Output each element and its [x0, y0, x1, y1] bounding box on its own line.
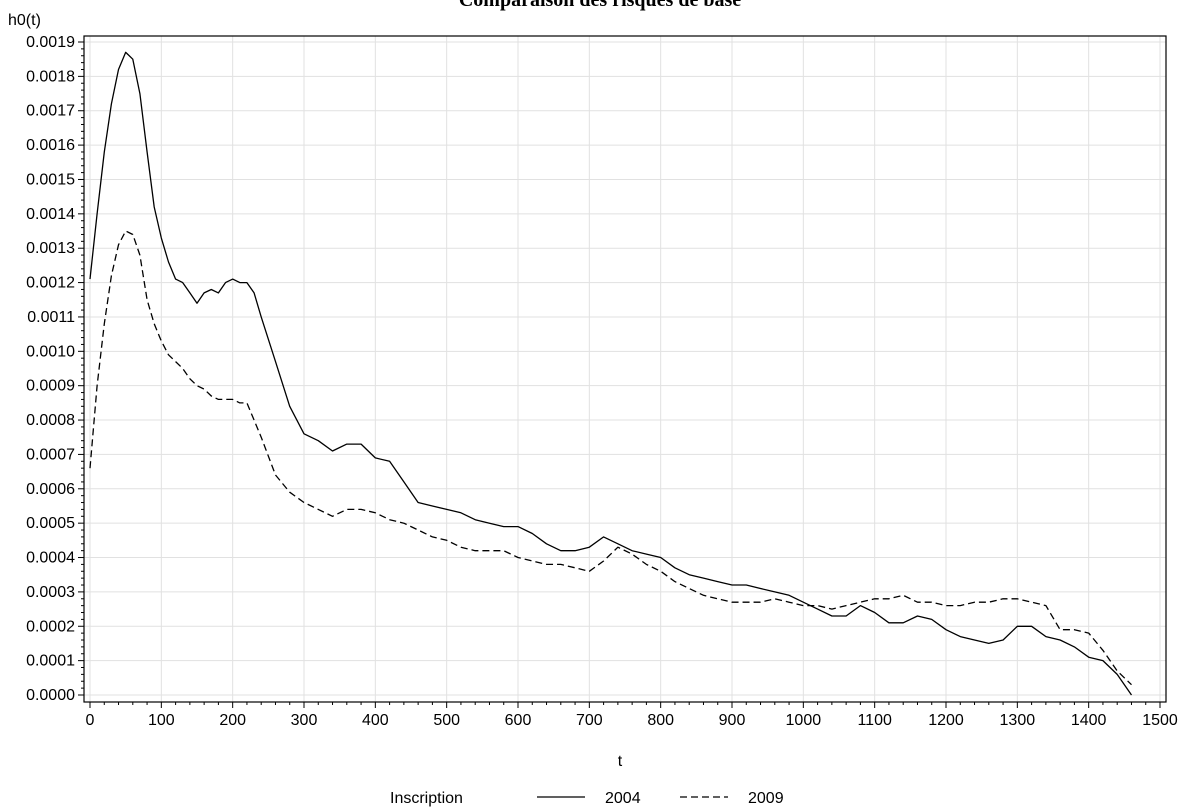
x-tick-label: 1200 [928, 712, 964, 729]
y-tick-label: 0.0004 [26, 550, 75, 567]
y-tick-label: 0.0016 [26, 137, 75, 154]
y-tick-label: 0.0013 [26, 240, 75, 257]
legend-label-2009: 2009 [748, 790, 784, 807]
x-axis-label: t [618, 753, 623, 770]
axis-ticks [78, 41, 1161, 708]
y-tick-label: 0.0008 [26, 412, 75, 429]
y-tick-label: 0.0002 [26, 618, 75, 635]
series-layer [89, 51, 1133, 696]
x-tick-label: 0 [86, 712, 95, 729]
x-tick-label: 700 [576, 712, 603, 729]
chart-title: Comparaison des risques de base [459, 0, 741, 11]
legend: Inscription 2004 2009 [390, 790, 784, 807]
y-tick-label: 0.0003 [26, 584, 75, 601]
axis-tick-labels: 0.0000 0.0001 0.0002 0.0003 0.0004 0.0005 0.00… [26, 34, 1178, 729]
y-tick-label: 0.0009 [26, 378, 75, 395]
x-tick-label: 200 [219, 712, 246, 729]
plot-frame [83, 35, 1167, 703]
x-tick-label: 1100 [857, 712, 892, 729]
x-tick-label: 1300 [1000, 712, 1036, 729]
x-tick-label: 800 [647, 712, 674, 729]
series-line-2009 [89, 230, 1132, 686]
x-tick-label: 400 [362, 712, 389, 729]
y-tick-label: 0.0019 [26, 34, 75, 51]
y-tick-label: 0.0017 [26, 103, 75, 120]
series-line-2004 [89, 51, 1133, 696]
x-tick-label: 500 [433, 712, 460, 729]
y-tick-label: 0.0015 [26, 171, 75, 188]
y-axis-label: h0(t) [8, 12, 41, 29]
y-tick-label: 0.0012 [26, 275, 75, 292]
x-tick-label: 1500 [1142, 712, 1178, 729]
y-tick-label: 0.0001 [26, 653, 75, 670]
gridlines [84, 36, 1166, 702]
x-tick-label: 900 [719, 712, 746, 729]
legend-label-2004: 2004 [605, 790, 641, 807]
y-tick-label: 0.0007 [26, 446, 75, 463]
x-tick-label: 100 [148, 712, 175, 729]
x-tick-label: 1400 [1071, 712, 1107, 729]
y-tick-label: 0.0011 [27, 309, 75, 326]
y-tick-label: 0.0000 [26, 687, 75, 704]
y-tick-label: 0.0018 [26, 68, 75, 85]
legend-title: Inscription [390, 790, 463, 807]
x-tick-label: 1000 [786, 712, 822, 729]
x-tick-label: 600 [505, 712, 532, 729]
y-tick-label: 0.0005 [26, 515, 75, 532]
x-tick-label: 300 [291, 712, 318, 729]
y-tick-label: 0.0010 [26, 343, 75, 360]
y-tick-label: 0.0014 [26, 206, 75, 223]
y-tick-label: 0.0006 [26, 481, 75, 498]
